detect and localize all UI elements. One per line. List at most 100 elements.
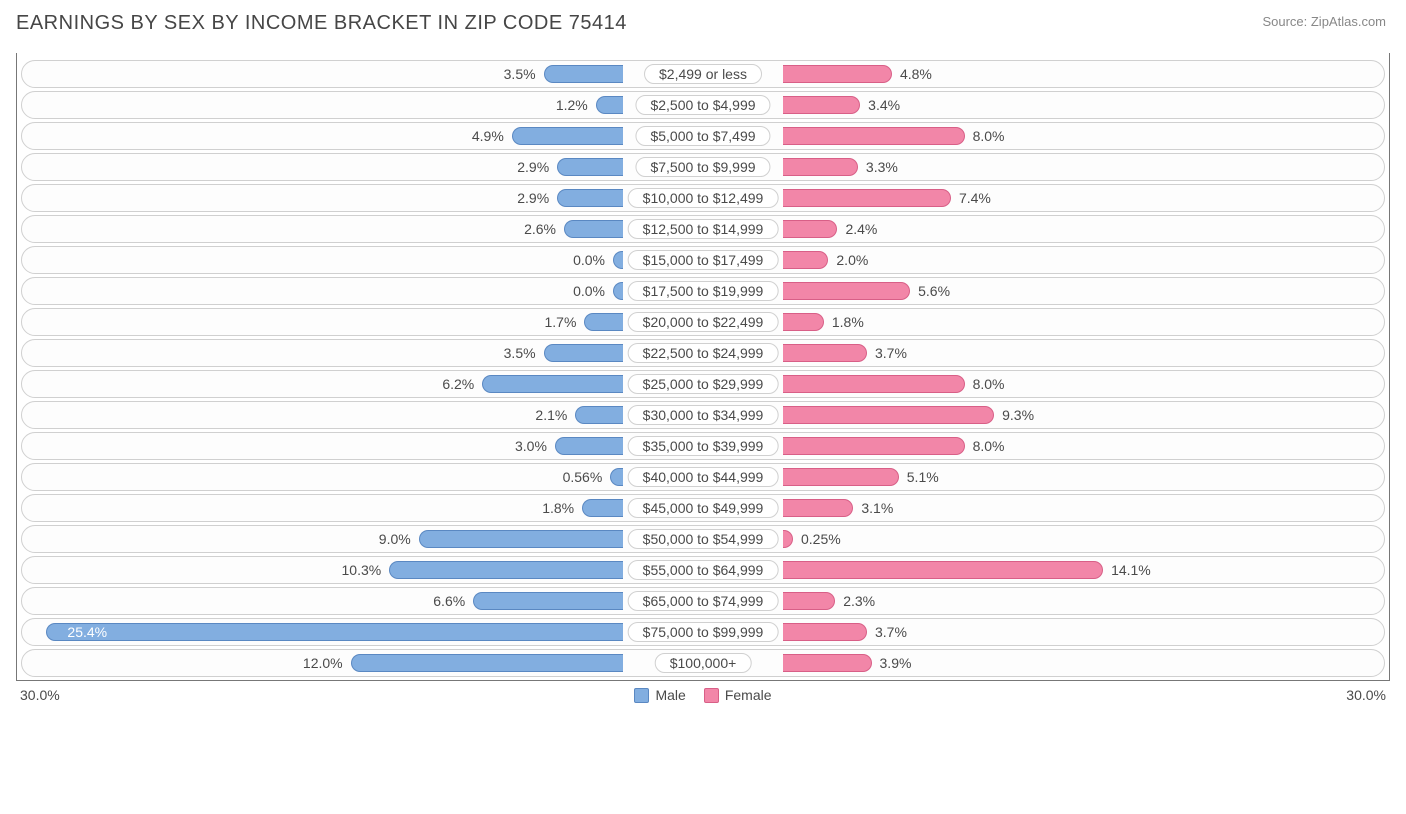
category-label: $7,500 to $9,999 bbox=[635, 157, 770, 177]
male-half: 0.0% bbox=[22, 278, 703, 304]
male-bar bbox=[564, 220, 623, 238]
female-half: 2.0% bbox=[703, 247, 1384, 273]
category-label: $35,000 to $39,999 bbox=[628, 436, 779, 456]
female-value-label: 4.8% bbox=[892, 66, 940, 82]
male-value-label: 25.4% bbox=[59, 624, 115, 640]
female-half: 4.8% bbox=[703, 61, 1384, 87]
chart-row: 6.6% 2.3% $65,000 to $74,999 bbox=[21, 587, 1385, 615]
legend-male-label: Male bbox=[655, 687, 685, 703]
male-half: 10.3% bbox=[22, 557, 703, 583]
male-half: 1.2% bbox=[22, 92, 703, 118]
male-half: 12.0% bbox=[22, 650, 703, 676]
male-half: 6.2% bbox=[22, 371, 703, 397]
male-value-label: 2.9% bbox=[509, 159, 557, 175]
category-label: $65,000 to $74,999 bbox=[628, 591, 779, 611]
category-label: $20,000 to $22,499 bbox=[628, 312, 779, 332]
female-half: 7.4% bbox=[703, 185, 1384, 211]
female-bar bbox=[783, 654, 872, 672]
female-value-label: 3.4% bbox=[860, 97, 908, 113]
female-value-label: 8.0% bbox=[965, 376, 1013, 392]
male-value-label: 2.1% bbox=[527, 407, 575, 423]
male-value-label: 2.6% bbox=[516, 221, 564, 237]
male-value-label: 6.6% bbox=[425, 593, 473, 609]
female-bar bbox=[783, 189, 951, 207]
category-label: $2,500 to $4,999 bbox=[635, 95, 770, 115]
male-value-label: 0.0% bbox=[565, 283, 613, 299]
female-half: 0.25% bbox=[703, 526, 1384, 552]
male-bar bbox=[557, 158, 623, 176]
chart-row: 12.0%3.9%$100,000+ bbox=[21, 649, 1385, 677]
chart-row: 2.9% 3.3% $7,500 to $9,999 bbox=[21, 153, 1385, 181]
female-value-label: 3.1% bbox=[853, 500, 901, 516]
female-value-label: 2.3% bbox=[835, 593, 883, 609]
chart-row: 10.3% 14.1%$55,000 to $64,999 bbox=[21, 556, 1385, 584]
male-swatch-icon bbox=[634, 688, 649, 703]
male-value-label: 1.2% bbox=[548, 97, 596, 113]
male-value-label: 10.3% bbox=[334, 562, 390, 578]
female-value-label: 5.6% bbox=[910, 283, 958, 299]
legend-male: Male bbox=[634, 687, 685, 703]
male-value-label: 3.5% bbox=[496, 345, 544, 361]
category-label: $12,500 to $14,999 bbox=[628, 219, 779, 239]
chart-row: 2.6%2.4%$12,500 to $14,999 bbox=[21, 215, 1385, 243]
chart-row: 2.1%9.3%$30,000 to $34,999 bbox=[21, 401, 1385, 429]
male-half: 1.8% bbox=[22, 495, 703, 521]
chart-footer: 30.0% Male Female 30.0% bbox=[16, 681, 1390, 703]
male-bar bbox=[473, 592, 623, 610]
female-bar bbox=[783, 406, 994, 424]
male-bar bbox=[613, 282, 623, 300]
axis-right-label: 30.0% bbox=[1346, 687, 1386, 703]
category-label: $40,000 to $44,999 bbox=[628, 467, 779, 487]
female-half: 3.4% bbox=[703, 92, 1384, 118]
male-value-label: 3.0% bbox=[507, 438, 555, 454]
female-bar bbox=[783, 530, 793, 548]
female-bar bbox=[783, 313, 824, 331]
male-half: 3.5% bbox=[22, 61, 703, 87]
category-label: $25,000 to $29,999 bbox=[628, 374, 779, 394]
chart-row: 3.5% 4.8% $2,499 or less bbox=[21, 60, 1385, 88]
category-label: $45,000 to $49,999 bbox=[628, 498, 779, 518]
chart-row: 0.0%5.6%$17,500 to $19,999 bbox=[21, 277, 1385, 305]
female-bar bbox=[783, 592, 835, 610]
male-half: 3.0% bbox=[22, 433, 703, 459]
female-bar bbox=[783, 468, 899, 486]
female-value-label: 8.0% bbox=[965, 128, 1013, 144]
male-bar bbox=[419, 530, 623, 548]
female-bar bbox=[783, 65, 892, 83]
chart-title: EARNINGS BY SEX BY INCOME BRACKET IN ZIP… bbox=[16, 12, 1390, 35]
female-half: 14.1% bbox=[703, 557, 1384, 583]
female-swatch-icon bbox=[704, 688, 719, 703]
male-bar bbox=[351, 654, 623, 672]
male-bar bbox=[610, 468, 623, 486]
male-bar bbox=[584, 313, 623, 331]
male-bar bbox=[544, 65, 623, 83]
category-label: $55,000 to $64,999 bbox=[628, 560, 779, 580]
chart-row: 0.0%2.0%$15,000 to $17,499 bbox=[21, 246, 1385, 274]
female-value-label: 1.8% bbox=[824, 314, 872, 330]
category-label: $100,000+ bbox=[655, 653, 752, 673]
female-half: 3.3% bbox=[703, 154, 1384, 180]
male-value-label: 1.7% bbox=[537, 314, 585, 330]
category-label: $10,000 to $12,499 bbox=[628, 188, 779, 208]
male-value-label: 9.0% bbox=[371, 531, 419, 547]
female-half: 2.3% bbox=[703, 588, 1384, 614]
female-value-label: 3.3% bbox=[858, 159, 906, 175]
female-bar bbox=[783, 344, 867, 362]
female-half: 3.7% bbox=[703, 340, 1384, 366]
category-label: $2,499 or less bbox=[644, 64, 762, 84]
male-half: 25.4% bbox=[22, 619, 703, 645]
female-bar bbox=[783, 499, 853, 517]
category-label: $30,000 to $34,999 bbox=[628, 405, 779, 425]
male-value-label: 6.2% bbox=[434, 376, 482, 392]
female-bar bbox=[783, 375, 965, 393]
male-value-label: 0.56% bbox=[555, 469, 611, 485]
female-bar bbox=[783, 561, 1103, 579]
chart-row: 1.2% 3.4% $2,500 to $4,999 bbox=[21, 91, 1385, 119]
chart-container: 3.5% 4.8% $2,499 or less 1.2% 3.4% $2,500 to … bbox=[16, 53, 1390, 681]
female-value-label: 5.1% bbox=[899, 469, 947, 485]
male-half: 6.6% bbox=[22, 588, 703, 614]
female-bar bbox=[783, 127, 965, 145]
female-bar bbox=[783, 623, 867, 641]
chart-row: 0.56% 5.1% $40,000 to $44,999 bbox=[21, 463, 1385, 491]
male-bar bbox=[575, 406, 623, 424]
